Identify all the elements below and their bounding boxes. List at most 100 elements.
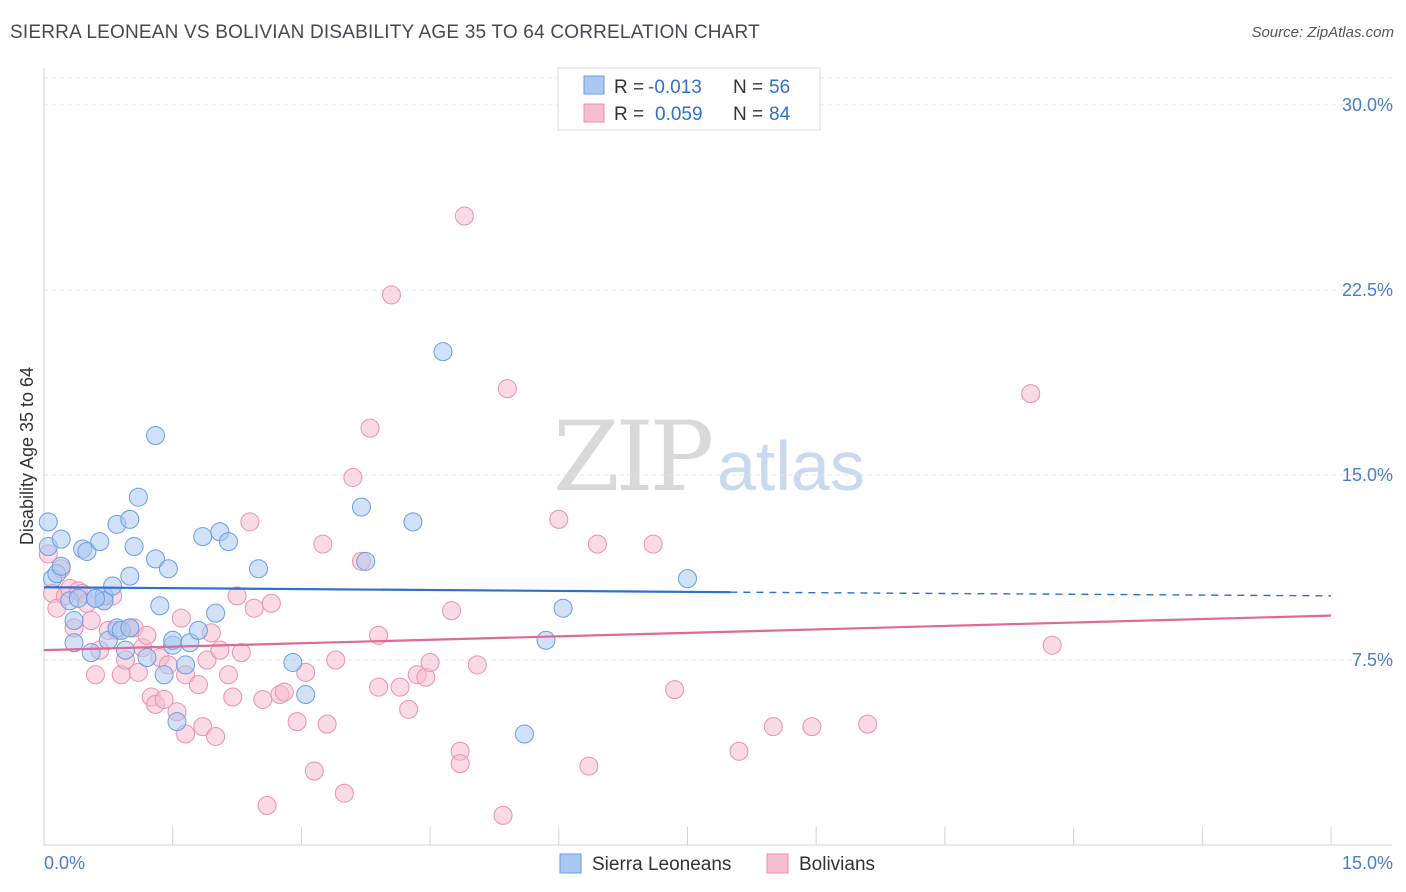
sierra-leoneans-point	[433, 342, 453, 362]
sierra-leoneans-point	[124, 537, 144, 557]
bolivians-point	[1021, 384, 1041, 404]
sierra-leoneans-point	[206, 603, 226, 623]
sierra-leoneans-point	[85, 588, 105, 608]
bolivians-point	[1042, 635, 1062, 655]
bolivians-point	[729, 741, 749, 761]
bolivians-point	[253, 689, 273, 709]
bolivians-point	[802, 717, 822, 737]
legend-n-value-1: 56	[769, 77, 790, 98]
bolivians-point	[197, 650, 217, 670]
legend-label-sierra-leoneans: Sierra Leoneans	[592, 854, 731, 875]
bolivians-point	[343, 467, 363, 487]
sierra-leoneans-point	[403, 512, 423, 532]
bolivians-point	[313, 534, 333, 554]
sierra-leoneans-point	[128, 487, 148, 507]
sierra-leoneans-point	[51, 556, 71, 576]
sierra-leoneans-point	[218, 532, 238, 552]
legend-swatch-sierra-leoneans	[559, 853, 582, 874]
legend-n-label-2: N =	[733, 104, 763, 125]
sierra-leoneans-point	[176, 655, 196, 675]
legend-swatch-bolivians	[766, 853, 789, 874]
legend-r-value-2: 0.059	[655, 104, 703, 125]
bolivians-point	[360, 418, 380, 438]
bolivians-point	[154, 689, 174, 709]
trend-lines	[43, 586, 1332, 652]
sierra-leoneans-point	[38, 512, 58, 532]
bolivians-point	[218, 665, 238, 685]
bolivians-point	[399, 699, 419, 719]
chart-title: SIERRA LEONEAN VS BOLIVIAN DISABILITY AG…	[10, 22, 760, 43]
bolivians-point	[643, 534, 663, 554]
sierra-leoneans-point	[81, 643, 101, 663]
bolivians-point	[223, 687, 243, 707]
x-ticks	[43, 827, 1332, 845]
bolivians-point	[450, 754, 470, 774]
series-legend: Sierra Leoneans Bolivians	[559, 853, 875, 875]
legend-label-bolivians: Bolivians	[799, 854, 875, 875]
bolivians-point	[261, 593, 281, 613]
sierra-leoneans-point	[193, 527, 213, 547]
y-tick-label: 7.5%	[1352, 650, 1393, 670]
source-label: Source: ZipAtlas.com	[1251, 24, 1394, 41]
bolivians-point	[493, 805, 513, 825]
sierra-leoneans-point	[356, 551, 376, 571]
x-tick-label-max: 15.0%	[1342, 853, 1393, 873]
sierra-leoneans-point	[514, 724, 534, 744]
sierra-leoneans-point	[120, 566, 140, 586]
sierra-leoneans-point	[64, 633, 84, 653]
sierra-leoneans-point	[283, 652, 303, 672]
bolivians-point	[287, 712, 307, 732]
stats-legend-swatch-blue	[583, 75, 605, 95]
sierra-leoneans-point	[167, 712, 187, 732]
sierra-leoneans-point	[90, 532, 110, 552]
sierra-leoneans-trend-line	[43, 586, 731, 594]
sierra-leoneans-point	[158, 559, 178, 579]
bolivians-point	[369, 677, 389, 697]
sierra-leoneans-point	[150, 596, 170, 616]
sierra-leoneans-point	[68, 588, 88, 608]
bolivians-trend-line	[43, 614, 1332, 652]
bolivians-point	[296, 662, 316, 682]
bolivians-point	[240, 512, 260, 532]
bolivians-points	[38, 206, 1062, 825]
bolivians-point	[128, 662, 148, 682]
y-tick-label: 22.5%	[1342, 280, 1393, 300]
y-axis-title: Disability Age 35 to 64	[17, 367, 37, 545]
bolivians-point	[210, 640, 230, 660]
x-tick-label-min: 0.0%	[44, 853, 85, 873]
bolivians-point	[858, 714, 878, 734]
sierra-leoneans-point	[77, 541, 97, 561]
y-tick-label: 30.0%	[1342, 95, 1393, 115]
bolivians-point	[206, 726, 226, 746]
bolivians-point	[665, 680, 685, 700]
bolivians-point	[171, 608, 191, 628]
sierra-leoneans-point	[120, 618, 140, 638]
bolivians-point	[137, 625, 157, 645]
bolivians-point	[549, 509, 569, 529]
bolivians-point	[193, 717, 213, 737]
sierra-leoneans-point	[188, 620, 208, 640]
bolivians-point	[497, 379, 517, 399]
bolivians-point	[390, 677, 410, 697]
bolivians-point	[317, 714, 337, 734]
sierra-leoneans-point	[146, 426, 166, 446]
legend-r-label-2: R =	[614, 104, 644, 125]
watermark-atlas: atlas	[717, 427, 865, 505]
bolivians-point	[442, 601, 462, 621]
sierra-leoneans-point	[103, 576, 123, 596]
legend-n-label-1: N =	[733, 77, 763, 98]
sierra-leoneans-point	[536, 630, 556, 650]
bolivians-point	[274, 682, 294, 702]
sierra-leoneans-point	[296, 685, 316, 705]
legend-r-label-1: R =	[614, 77, 644, 98]
bolivians-point	[454, 206, 474, 226]
sierra-leoneans-point	[553, 598, 573, 618]
axes	[43, 68, 1392, 846]
bolivians-point	[257, 796, 277, 816]
sierra-leoneans-point	[678, 569, 697, 589]
bolivians-point	[579, 756, 599, 776]
bolivians-point	[231, 643, 251, 663]
sierra-leoneans-point	[351, 497, 371, 517]
bolivians-point	[244, 598, 264, 618]
bolivians-point	[188, 675, 208, 695]
